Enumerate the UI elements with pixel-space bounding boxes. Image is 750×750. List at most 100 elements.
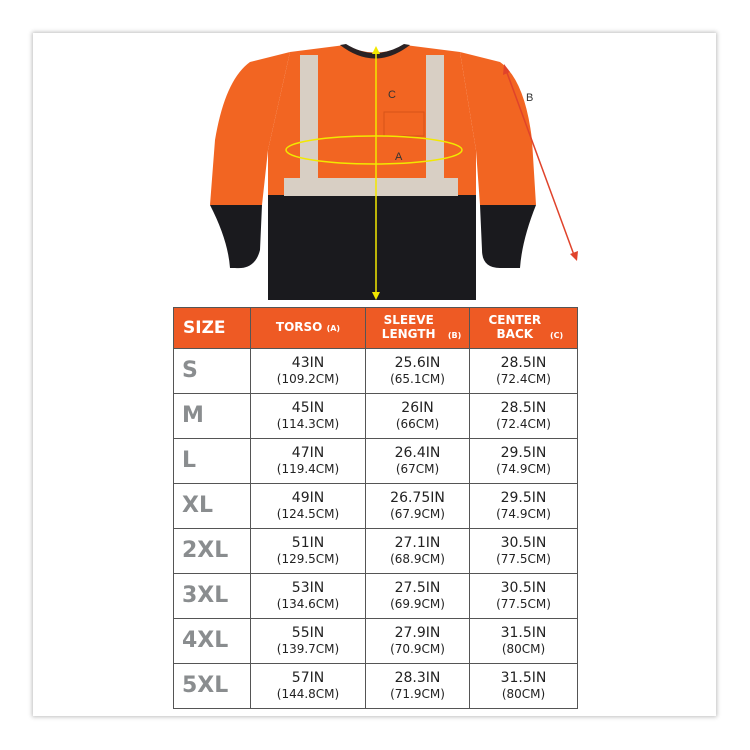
header-label: CENTER BACK [488, 313, 542, 341]
size-cell: M [173, 393, 251, 439]
back-inches: 31.5IN [500, 670, 547, 686]
header-sleeve-length: SLEEVE LENGTH (B) [365, 307, 470, 349]
back-cell: 29.5IN (74.9CM) [469, 438, 578, 484]
measurement-lines [285, 46, 578, 300]
header-sub: (A) [326, 324, 341, 333]
sleeve-cell: 27.5IN (69.9CM) [365, 573, 470, 619]
back-inches: 29.5IN [500, 445, 547, 461]
sleeve-cell: 26.75IN (67.9CM) [365, 483, 470, 529]
torso-inches: 57IN [291, 670, 325, 686]
sleeve-cell: 25.6IN (65.1CM) [365, 348, 470, 394]
back-cm: (80CM) [501, 642, 546, 656]
back-inches: 30.5IN [500, 535, 547, 551]
back-cell: 29.5IN (74.9CM) [469, 483, 578, 529]
sleeve-inches: 26IN [401, 400, 434, 416]
back-cm: (74.9CM) [496, 462, 551, 476]
shirt-illustration [210, 44, 536, 300]
table-header-row: SIZE TORSO (A) SLEEVE LENGTH (B) CENTER … [173, 307, 578, 349]
size-cell: 5XL [173, 663, 251, 709]
sleeve-inches: 25.6IN [394, 355, 441, 371]
torso-cell: 55IN (139.7CM) [250, 618, 366, 664]
header-label: SIZE [183, 318, 226, 338]
sleeve-cm: (71.9CM) [390, 687, 445, 701]
size-cell: XL [173, 483, 251, 529]
torso-inches: 47IN [291, 445, 325, 461]
label-c: C [388, 89, 396, 101]
back-inches: 30.5IN [500, 580, 547, 596]
sleeve-cm: (68.9CM) [390, 552, 445, 566]
torso-cm: (124.5CM) [276, 507, 340, 521]
torso-cm: (134.6CM) [276, 597, 340, 611]
header-center-back: CENTER BACK (C) [469, 307, 578, 349]
size-cell: 4XL [173, 618, 251, 664]
sleeve-inches: 28.3IN [394, 670, 441, 686]
torso-cell: 53IN (134.6CM) [250, 573, 366, 619]
torso-inches: 49IN [291, 490, 325, 506]
sleeve-cm: (67CM) [395, 462, 440, 476]
size-table: SIZE TORSO (A) SLEEVE LENGTH (B) CENTER … [173, 307, 578, 709]
sleeve-cell: 27.9IN (70.9CM) [365, 618, 470, 664]
size-cell: 3XL [173, 573, 251, 619]
sleeve-inches: 27.5IN [394, 580, 441, 596]
back-cell: 30.5IN (77.5CM) [469, 573, 578, 619]
sleeve-cm: (65.1CM) [390, 372, 445, 386]
sleeve-cell: 28.3IN (71.9CM) [365, 663, 470, 709]
table-row: 3XL 53IN (134.6CM) 27.5IN (69.9CM) 30.5IN (77.… [173, 573, 578, 619]
size-cell: S [173, 348, 251, 394]
sleeve-cell: 26IN (66CM) [365, 393, 470, 439]
header-label: TORSO [275, 320, 323, 334]
back-cm: (80CM) [501, 687, 546, 701]
header-size: SIZE [173, 307, 251, 349]
torso-cm: (109.2CM) [276, 372, 340, 386]
torso-cm: (144.8CM) [276, 687, 340, 701]
shirt-diagram: C A B [210, 44, 578, 300]
header-torso: TORSO (A) [250, 307, 366, 349]
torso-inches: 55IN [291, 625, 325, 641]
sleeve-cell: 26.4IN (67CM) [365, 438, 470, 484]
table-row: 2XL 51IN (129.5CM) 27.1IN (68.9CM) 30.5IN (77.… [173, 528, 578, 574]
back-cm: (77.5CM) [496, 552, 551, 566]
torso-cm: (114.3CM) [276, 417, 340, 431]
back-cm: (72.4CM) [496, 372, 551, 386]
sleeve-cm: (67.9CM) [390, 507, 445, 521]
sleeve-cm: (69.9CM) [390, 597, 445, 611]
back-inches: 31.5IN [500, 625, 547, 641]
torso-inches: 51IN [291, 535, 325, 551]
size-cell: L [173, 438, 251, 484]
table-row: 5XL 57IN (144.8CM) 28.3IN (71.9CM) 31.5IN (80C… [173, 663, 578, 709]
torso-inches: 53IN [291, 580, 325, 596]
torso-cell: 45IN (114.3CM) [250, 393, 366, 439]
torso-cell: 47IN (119.4CM) [250, 438, 366, 484]
torso-cm: (119.4CM) [276, 462, 340, 476]
back-cm: (74.9CM) [496, 507, 551, 521]
back-cm: (72.4CM) [496, 417, 551, 431]
torso-cm: (139.7CM) [276, 642, 340, 656]
sleeve-inches: 27.9IN [394, 625, 441, 641]
torso-cell: 49IN (124.5CM) [250, 483, 366, 529]
sleeve-cm: (66CM) [395, 417, 440, 431]
label-b: B [526, 92, 533, 104]
back-inches: 29.5IN [500, 490, 547, 506]
label-a: A [395, 151, 403, 163]
torso-cm: (129.5CM) [276, 552, 340, 566]
torso-cell: 43IN (109.2CM) [250, 348, 366, 394]
sleeve-cm: (70.9CM) [390, 642, 445, 656]
table-row: S 43IN (109.2CM) 25.6IN (65.1CM) 28.5IN (72.4C… [173, 348, 578, 394]
sleeve-inches: 26.75IN [390, 490, 445, 506]
table-row: 4XL 55IN (139.7CM) 27.9IN (70.9CM) 31.5IN (80C… [173, 618, 578, 664]
torso-inches: 45IN [291, 400, 325, 416]
back-cm: (77.5CM) [496, 597, 551, 611]
size-cell: 2XL [173, 528, 251, 574]
back-cell: 28.5IN (72.4CM) [469, 393, 578, 439]
sleeve-inches: 26.4IN [394, 445, 441, 461]
torso-cell: 57IN (144.8CM) [250, 663, 366, 709]
table-row: L 47IN (119.4CM) 26.4IN (67CM) 29.5IN (74.9CM) [173, 438, 578, 484]
back-cell: 28.5IN (72.4CM) [469, 348, 578, 394]
sleeve-inches: 27.1IN [394, 535, 441, 551]
table-row: M 45IN (114.3CM) 26IN (66CM) 28.5IN (72.4CM) [173, 393, 578, 439]
back-inches: 28.5IN [500, 355, 547, 371]
back-cell: 31.5IN (80CM) [469, 618, 578, 664]
back-cell: 31.5IN (80CM) [469, 663, 578, 709]
header-sub: (B) [447, 331, 462, 340]
back-cell: 30.5IN (77.5CM) [469, 528, 578, 574]
